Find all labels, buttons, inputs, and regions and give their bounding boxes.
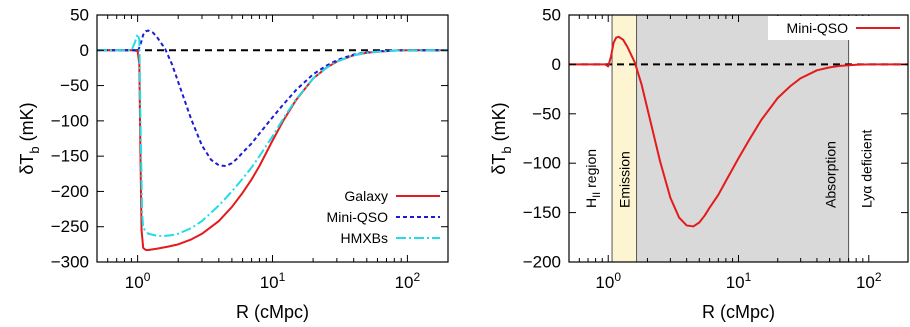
y-tick-label: −100 (523, 154, 561, 173)
x-tick-label: 101 (260, 270, 286, 292)
y-axis-label: δTb (mK) (17, 102, 42, 174)
region-label: Absorption (823, 141, 839, 208)
region-3 (848, 15, 908, 262)
right-panel: HII region Emission Absorption Lyα deficien… (489, 6, 909, 322)
y-tick-label: 50 (70, 6, 89, 25)
legend-label: Mini-QSO (327, 209, 389, 225)
legend-label: Mini-QSO (787, 20, 849, 36)
region-1 (612, 15, 637, 262)
x-tick-label: 100 (125, 270, 151, 292)
series-line-mini-qso (569, 35, 908, 228)
series-group (97, 29, 448, 251)
region-label: Emission (616, 151, 632, 208)
series-line-galaxy (97, 49, 448, 251)
y-axis-label: δTb (mK) (489, 102, 514, 174)
x-tick-label: 101 (726, 270, 752, 292)
x-axis-label: R (cMpc) (236, 302, 309, 322)
y-tick-label: −250 (51, 217, 89, 236)
x-axis-label: R (cMpc) (702, 302, 775, 322)
y-tick-label: −50 (60, 76, 89, 95)
series-line-hmxbs (97, 33, 448, 237)
y-tick-label: −200 (51, 182, 89, 201)
region-0 (569, 15, 613, 262)
region-label: Lyα deficient (859, 129, 875, 208)
legend-label: Galaxy (344, 188, 388, 204)
y-tick-label: 0 (552, 55, 561, 74)
y-tick-label: −50 (532, 104, 561, 123)
region-2 (636, 15, 849, 262)
series-group (569, 35, 908, 228)
y-tick-label: −200 (523, 253, 561, 272)
legend: Galaxy Mini-QSO HMXBs (327, 188, 440, 246)
series-line-mini-qso (97, 29, 448, 168)
region-shading (569, 15, 908, 262)
x-tick-label: 102 (395, 270, 421, 292)
left-panel: 50 0 −50 −100 −150 −200 −250 −300 100 101 102 R (cM… (17, 6, 449, 322)
legend: Mini-QSO (768, 16, 907, 40)
y-tick-label: −100 (51, 111, 89, 130)
x-tick-label: 102 (856, 270, 882, 292)
plot-frame (96, 14, 449, 263)
y-tick-label: −300 (51, 253, 89, 272)
y-tick-label: 50 (542, 6, 561, 25)
y-tick-label: −150 (51, 147, 89, 166)
y-tick-label: 0 (80, 41, 89, 60)
legend-label: HMXBs (341, 230, 388, 246)
y-tick-label: −150 (523, 203, 561, 222)
x-tick-label: 100 (595, 270, 621, 292)
